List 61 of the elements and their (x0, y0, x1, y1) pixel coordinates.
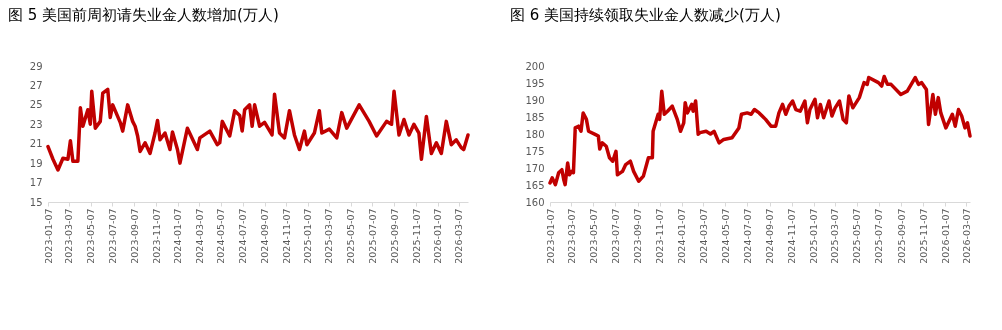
x-tick-label: 2025-09-07 (895, 208, 907, 264)
x-tick-label: 2023-09-07 (632, 208, 644, 264)
y-tick-label: 27 (29, 79, 43, 91)
y-tick-label: 185 (525, 111, 545, 123)
x-tick-label: 2024-03-07 (193, 208, 205, 264)
y-tick-label: 160 (525, 196, 545, 208)
x-tick-label: 2024-11-07 (280, 208, 292, 264)
y-tick-label: 175 (525, 145, 545, 157)
x-tick-label: 2025-07-07 (873, 208, 885, 264)
x-tick-label: 2024-03-07 (697, 208, 709, 264)
x-tick-label: 2025-03-07 (323, 208, 335, 264)
x-tick-label: 2025-01-07 (302, 208, 314, 264)
x-tick-label: 2024-07-07 (741, 208, 753, 264)
line-series (548, 74, 972, 187)
x-tick-label: 2023-05-07 (587, 208, 599, 264)
x-tick-label: 2023-01-07 (544, 208, 556, 264)
x-tick-label: 2023-09-07 (128, 208, 140, 264)
y-tick-label: 195 (525, 77, 545, 89)
y-tick-label: 200 (525, 60, 545, 72)
x-tick-label: 2024-01-07 (676, 208, 688, 264)
x-tick-label: 2023-05-07 (85, 208, 97, 264)
x-tick-label: 2023-11-07 (150, 208, 162, 264)
y-tick-label: 15 (29, 196, 43, 208)
y-tick-label: 23 (29, 118, 43, 130)
y-tick-label: 19 (29, 157, 43, 169)
x-tick-label: 2023-07-07 (106, 208, 118, 264)
x-tick-label: 2024-05-07 (215, 208, 227, 264)
y-tick-label: 180 (525, 128, 545, 140)
x-tick-label: 2024-01-07 (172, 208, 184, 264)
x-tick-label: 2023-07-07 (609, 208, 621, 264)
x-tick-label: 2023-03-07 (565, 208, 577, 264)
x-tick-label: 2024-11-07 (786, 208, 798, 264)
chart-title: 图 6 美国持续领取失业金人数减少(万人) (510, 6, 781, 24)
x-tick-label: 2025-03-07 (829, 208, 841, 264)
x-tick-label: 2026-01-07 (939, 208, 951, 264)
x-tick-label: 2024-09-07 (764, 208, 776, 264)
x-tick-label: 2026-01-07 (432, 208, 444, 264)
y-tick-label: 170 (525, 162, 545, 174)
x-tick-label: 2026-03-07 (960, 208, 972, 264)
y-tick-label: 165 (525, 179, 545, 191)
y-tick-label: 17 (29, 177, 43, 189)
x-tick-label: 2025-11-07 (410, 208, 422, 264)
chart-title: 图 5 美国前周初请失业金人数增加(万人) (8, 6, 279, 24)
x-tick-label: 2025-09-07 (388, 208, 400, 264)
x-tick-label: 2025-05-07 (345, 208, 357, 264)
x-tick-label: 2026-03-07 (453, 208, 465, 264)
x-tick-label: 2023-11-07 (654, 208, 666, 264)
x-tick-label: 2025-07-07 (366, 208, 378, 264)
x-tick-label: 2024-05-07 (719, 208, 731, 264)
x-tick-label: 2025-05-07 (851, 208, 863, 264)
x-tick-label: 2025-11-07 (917, 208, 929, 264)
y-tick-label: 190 (525, 94, 545, 106)
y-tick-label: 29 (29, 60, 43, 72)
x-tick-label: 2023-01-07 (42, 208, 54, 264)
x-tick-label: 2023-03-07 (63, 208, 75, 264)
x-tick-label: 2025-01-07 (808, 208, 820, 264)
y-tick-label: 25 (29, 99, 43, 111)
x-tick-label: 2024-09-07 (259, 208, 271, 264)
line-series (46, 87, 470, 172)
y-tick-label: 21 (29, 138, 43, 150)
x-tick-label: 2024-07-07 (237, 208, 249, 264)
